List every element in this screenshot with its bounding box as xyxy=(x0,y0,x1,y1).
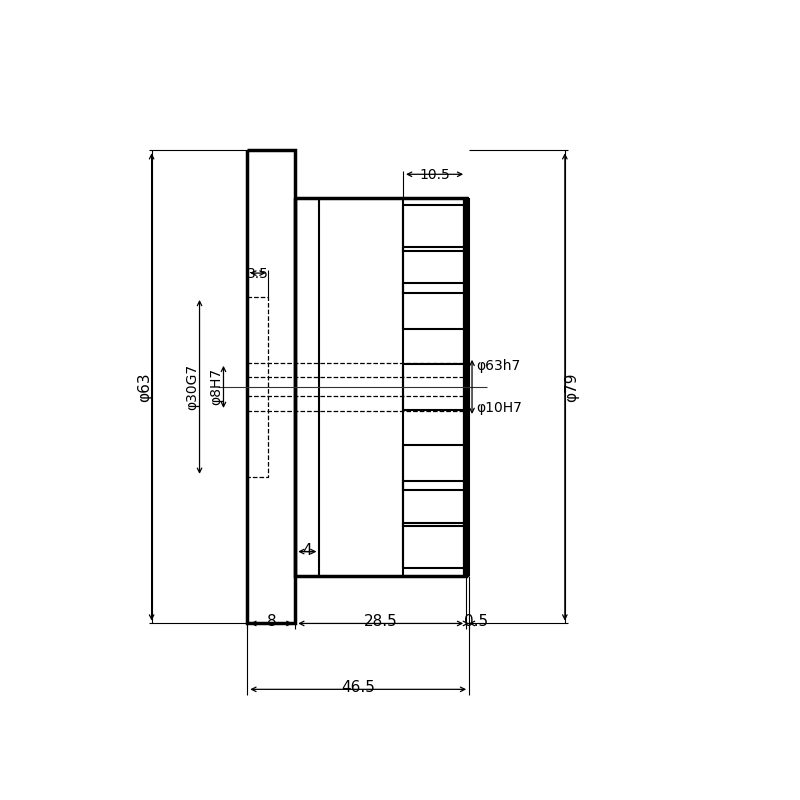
Text: 4: 4 xyxy=(302,542,312,558)
Text: 46.5: 46.5 xyxy=(342,680,375,695)
Text: 8: 8 xyxy=(266,614,276,630)
Text: φ63: φ63 xyxy=(138,372,152,402)
Text: φ63h7: φ63h7 xyxy=(476,359,521,373)
Text: φ10H7: φ10H7 xyxy=(476,401,522,415)
Text: φ30G7: φ30G7 xyxy=(186,364,200,410)
Text: 0.5: 0.5 xyxy=(465,614,489,630)
Text: φ79: φ79 xyxy=(564,372,579,402)
Text: φ8H7: φ8H7 xyxy=(210,368,224,406)
Text: 10.5: 10.5 xyxy=(419,168,450,182)
Text: 3.5: 3.5 xyxy=(247,267,269,281)
Text: 28.5: 28.5 xyxy=(364,614,398,630)
